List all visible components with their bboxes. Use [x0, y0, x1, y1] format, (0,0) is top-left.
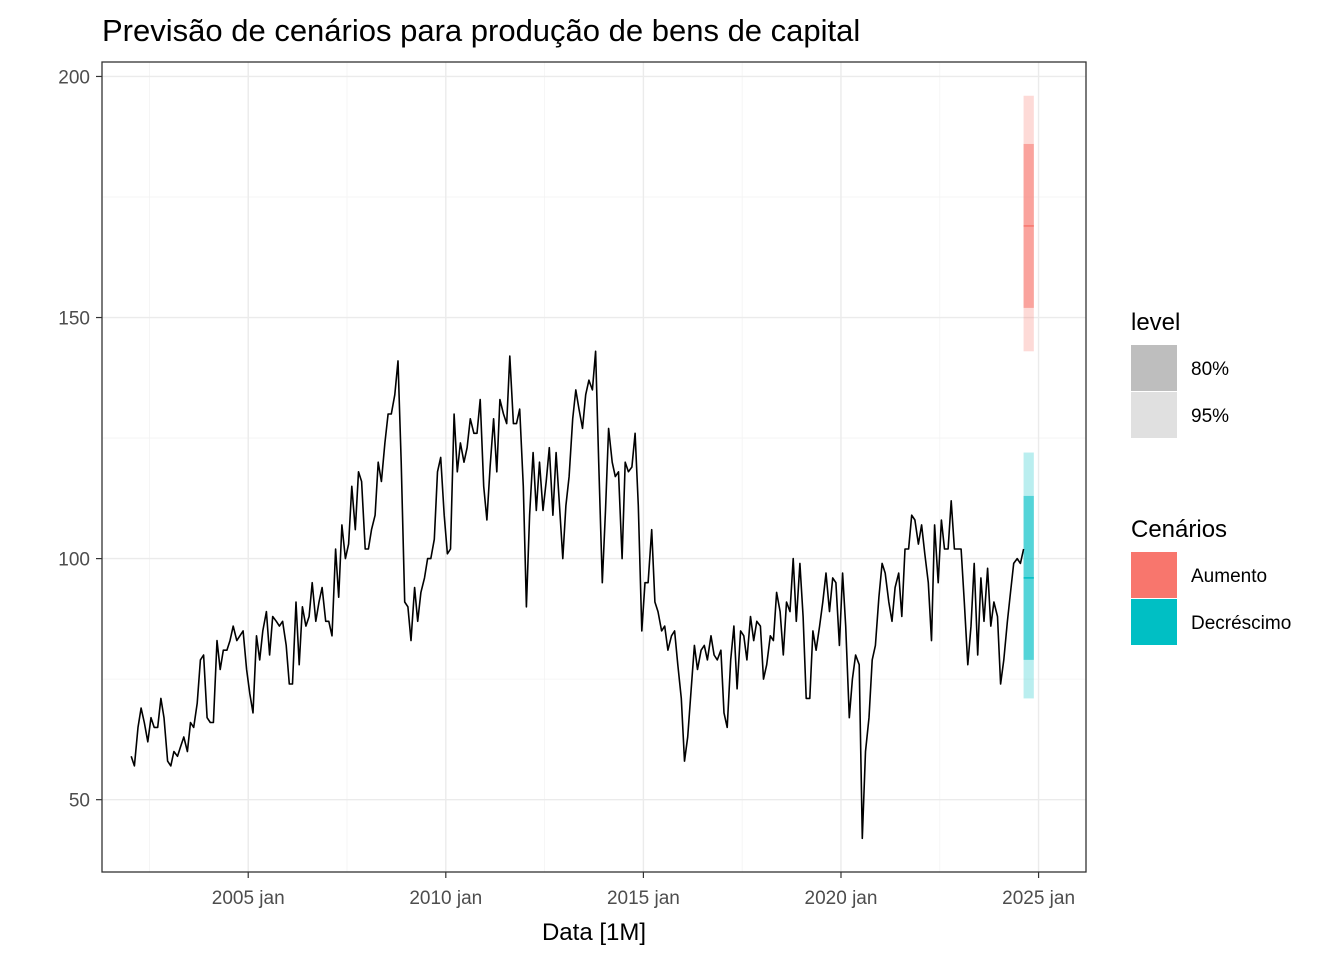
- y-tick-label: 200: [58, 67, 90, 88]
- x-tick-label: 2005 jan: [212, 888, 285, 909]
- legend-label: Decréscimo: [1191, 613, 1291, 634]
- legend-key: [1131, 345, 1177, 391]
- x-tick-label: 2020 jan: [805, 888, 878, 909]
- series-line: [130, 350, 1025, 840]
- legend-label: 95%: [1191, 406, 1229, 427]
- x-tick-label: 2025 jan: [1002, 888, 1075, 909]
- legend-label: Aumento: [1191, 566, 1267, 587]
- legend: level 80% 95% Cenários Aumento Decréscimo: [1131, 309, 1291, 645]
- chart-title: Previsão de cenários para produção de be…: [102, 13, 860, 48]
- x-axis-title: Data [1M]: [542, 919, 646, 946]
- legend-key: [1131, 392, 1177, 438]
- legend-key: [1131, 552, 1177, 598]
- x-tick-label: 2010 jan: [409, 888, 482, 909]
- y-tick-label: 100: [58, 550, 90, 571]
- legend-title: Cenários: [1131, 516, 1227, 543]
- x-tick-label: 2015 jan: [607, 888, 680, 909]
- legend-title: level: [1131, 309, 1180, 336]
- plot-panel-border: [101, 61, 1087, 873]
- y-tick-label: 50: [69, 791, 90, 812]
- forecast-intervals: [1023, 95, 1034, 699]
- y-tick-label: 150: [58, 309, 90, 330]
- grid: [102, 62, 1086, 872]
- series-lines: [130, 350, 1025, 840]
- legend-key: [1131, 599, 1177, 645]
- legend-label: 80%: [1191, 359, 1229, 380]
- axes: 2005 jan 2010 jan 2015 jan 2020 jan 2025 jan…: [58, 67, 1075, 909]
